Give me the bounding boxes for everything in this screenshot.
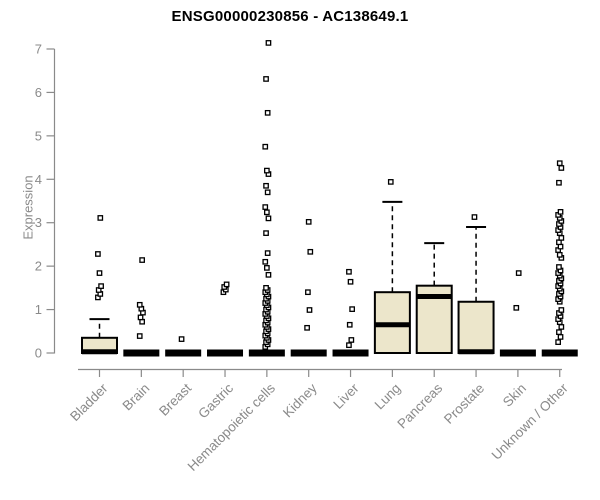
outlier-point [265,40,272,46]
outlier-point [263,285,269,291]
collapsed-box [248,349,285,357]
outlier-point [348,337,355,343]
outlier-point [555,339,561,345]
outlier-point [262,204,269,210]
outlier-point [97,215,104,221]
outlier-point [556,264,562,270]
outlier-point [558,324,565,330]
outlier-point [263,230,269,236]
outlier-point [347,278,354,285]
x-tick-label: Lung [372,381,404,413]
outlier-point [513,304,520,311]
outlier-point [264,189,271,196]
outlier-point [558,165,565,171]
chart-title: ENSG00000230856 - AC138649.1 [171,8,409,25]
y-tick-label: 3 [35,215,42,230]
x-tick-label: Prostate [441,381,487,427]
y-tick-label: 0 [35,346,42,361]
outlier-point [307,248,314,255]
outlier-point [471,214,478,220]
outlier-point [264,109,271,116]
outlier-point [137,314,144,321]
x-tick-label: Skin [500,381,529,410]
outlier-point [264,265,270,271]
outlier-point [304,324,310,331]
outlier-point [95,251,101,257]
outlier-point [556,251,563,258]
outlier-point [262,143,269,150]
outlier-point [305,218,312,225]
collapsed-box [499,349,536,357]
outlier-point [558,307,565,313]
collapsed-box [165,349,202,357]
box [457,300,495,354]
outlier-point [265,271,272,278]
outlier-point [515,270,522,276]
y-tick-label: 7 [35,41,42,56]
x-tick-label: Breast [156,380,194,418]
x-tick-label: Gastric [195,380,236,421]
x-tick-label: Liver [330,380,362,412]
x-tick-label: Bladder [67,380,111,424]
collapsed-box [541,349,578,357]
x-tick-label: Brain [120,381,153,414]
outlier-point [349,306,355,312]
outlier-point [178,336,185,342]
outlier-point [556,179,562,186]
collapsed-box [290,349,327,357]
outlier-point [558,235,565,241]
y-tick-label: 1 [35,302,42,317]
outlier-point [556,329,562,336]
outlier-point [263,76,269,82]
collapsed-box [332,349,369,357]
outlier-point [305,289,311,296]
collapsed-box [123,349,160,357]
outlier-point [346,268,352,275]
x-tick-label: Pancreas [394,380,445,431]
outlier-point [346,342,352,349]
outlier-point [264,209,270,216]
outlier-point [264,167,270,174]
outlier-point [139,257,145,263]
outlier-point [306,307,313,313]
outlier-point [387,179,394,185]
outlier-point [223,281,230,288]
outlier-point [264,250,271,256]
y-tick-label: 2 [35,259,42,274]
outlier-point [557,209,564,215]
outlier-point [262,258,269,265]
outlier-point [96,270,103,276]
outlier-point [98,283,104,289]
y-tick-label: 6 [35,85,42,100]
collapsed-box [207,349,244,357]
outlier-point [136,333,143,339]
outlier-point [265,215,272,222]
outlier-point [346,321,353,328]
outlier-point [136,301,143,308]
outlier-point [556,160,563,167]
x-tick-label: Unknown / Other [489,380,572,463]
outlier-point [263,182,269,189]
y-tick-label: 5 [35,128,42,143]
x-tick-label: Kidney [280,380,320,420]
outlier-point [557,334,564,340]
y-tick-label: 4 [35,172,42,187]
